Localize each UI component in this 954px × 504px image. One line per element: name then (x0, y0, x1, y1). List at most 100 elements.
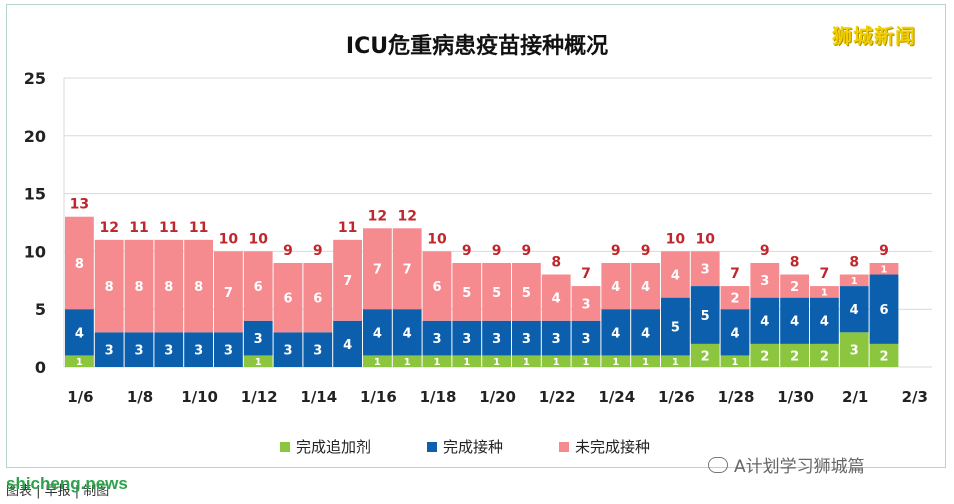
total-label: 10 (427, 231, 447, 247)
bar-segment (720, 355, 750, 367)
data-label: 1 (851, 276, 858, 287)
x-tick-label: 1/6 (67, 388, 93, 406)
data-label: 6 (283, 292, 292, 307)
data-label: 4 (671, 268, 680, 283)
x-tick-label: 1/12 (241, 388, 278, 406)
x-tick-label: 2/3 (902, 388, 928, 406)
total-label: 11 (189, 220, 208, 236)
bar-segment (780, 274, 809, 298)
total-label: 12 (368, 208, 387, 224)
data-label: 1 (255, 357, 262, 368)
data-label: 3 (581, 297, 590, 312)
data-label: 1 (374, 357, 381, 368)
total-label: 11 (129, 220, 148, 236)
total-label: 9 (522, 243, 532, 259)
bar-segment (482, 320, 511, 356)
bar-segment (214, 251, 243, 333)
bar-segment (273, 262, 303, 333)
data-label: 4 (552, 292, 561, 307)
legend-label-incomplete: 未完成接种 (575, 438, 651, 456)
data-label: 3 (701, 263, 710, 278)
data-label: 4 (75, 326, 84, 341)
total-label: 10 (695, 231, 715, 247)
bar-segment (243, 251, 273, 321)
data-label: 4 (730, 326, 739, 341)
legend-swatch-incomplete (559, 441, 570, 452)
total-label: 10 (248, 231, 268, 247)
data-label: 3 (432, 332, 441, 347)
bar-segment (214, 332, 243, 367)
bar-segment (303, 332, 333, 367)
chart-legend: 完成追加剂 完成接种 未完成接种 (280, 436, 650, 457)
data-label: 3 (552, 332, 561, 347)
data-label: 2 (820, 349, 829, 364)
total-label: 10 (219, 231, 239, 247)
bar-segment (422, 251, 452, 321)
total-label: 7 (581, 266, 591, 282)
bar-segment (601, 309, 631, 356)
bar-segment (571, 355, 601, 367)
data-label: 7 (403, 263, 412, 278)
data-label: 5 (522, 286, 531, 301)
data-label: 8 (194, 280, 203, 295)
data-label: 4 (790, 315, 799, 330)
bar-segment (690, 286, 720, 344)
data-label: 1 (553, 357, 560, 368)
data-label: 4 (611, 280, 620, 295)
data-label: 3 (581, 332, 590, 347)
bar-segment (780, 297, 809, 344)
bar-segment (124, 239, 154, 333)
data-label: 3 (194, 344, 203, 359)
total-label: 9 (283, 243, 293, 259)
bar-segment (303, 262, 333, 333)
footer-credit: 图表 | 早报 | 制图 (6, 484, 110, 499)
bar-segment (690, 251, 720, 287)
legend-swatch-booster (280, 441, 290, 452)
x-tick-label: 1/26 (658, 388, 695, 406)
data-label: 1 (76, 357, 83, 368)
data-label: 6 (432, 280, 441, 295)
bar-segment (452, 355, 482, 367)
data-label: 1 (612, 357, 619, 368)
x-tick-label: 1/28 (718, 388, 755, 406)
data-label: 6 (254, 280, 263, 295)
bar-segment (243, 320, 273, 356)
data-label: 4 (403, 326, 412, 341)
data-label: 8 (105, 280, 114, 295)
bar-segment (750, 343, 780, 367)
bar-segment (869, 262, 899, 275)
data-label: 8 (164, 280, 173, 295)
data-label: 4 (850, 303, 859, 318)
y-tick-label: 20 (24, 127, 46, 146)
bar-segment (65, 355, 94, 367)
bar-segment (392, 228, 422, 310)
data-label: 1 (493, 357, 500, 368)
data-label: 5 (492, 286, 501, 301)
data-label: 2 (760, 349, 769, 364)
bar-segment (422, 320, 452, 356)
bar-segment (631, 355, 660, 367)
bar-segment (512, 320, 541, 356)
data-label: 3 (254, 332, 263, 347)
data-label: 3 (492, 332, 501, 347)
data-label: 2 (730, 292, 739, 307)
legend-item-complete: 完成接种 (427, 436, 503, 457)
bar-segment (541, 274, 571, 321)
x-tick-label: 1/8 (127, 388, 153, 406)
bar-segment (631, 309, 660, 356)
chart-frame (6, 4, 946, 468)
data-label: 1 (434, 357, 441, 368)
bar-segment (720, 286, 750, 310)
bar-segment (661, 297, 690, 356)
total-label: 12 (397, 208, 416, 224)
data-label: 2 (879, 349, 888, 364)
wechat-icon (708, 456, 728, 473)
chart-title: ICU危重病患疫苗接种概况 (345, 34, 609, 59)
bar-segment (154, 239, 184, 333)
data-label: 3 (850, 344, 859, 359)
data-label: 1 (732, 357, 739, 368)
bar-segment (363, 355, 392, 367)
wechat-watermark-text: A计划学习狮城篇 (734, 457, 865, 477)
bar-segment (601, 355, 631, 367)
